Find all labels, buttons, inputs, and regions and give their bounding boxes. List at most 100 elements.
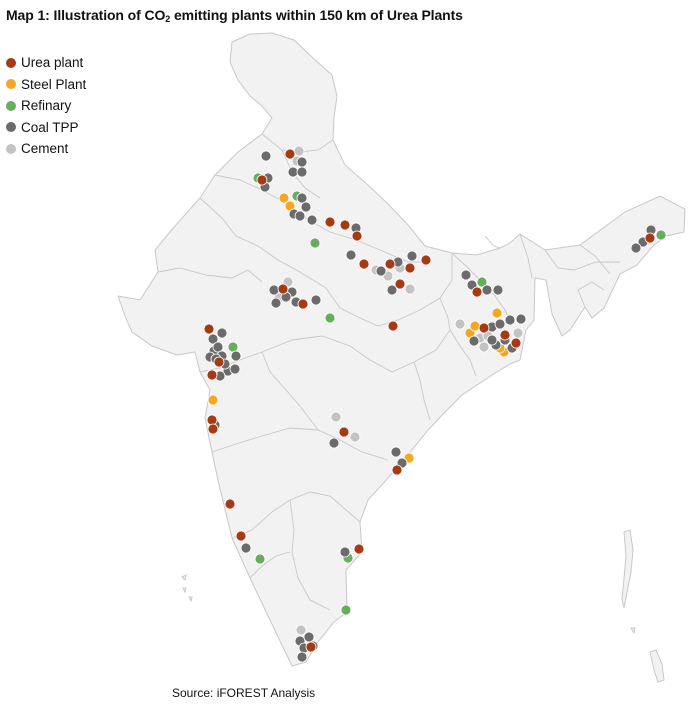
urea-plant-marker	[284, 148, 296, 160]
island-dots-lakshadweep-1	[182, 587, 187, 594]
india-mainland	[117, 32, 686, 667]
urea-plant-marker	[478, 322, 490, 334]
coal-tpp-marker	[240, 542, 252, 554]
legend-label-urea: Urea plant	[21, 55, 84, 71]
cement-plant-marker	[404, 283, 416, 295]
urea-plant-marker	[353, 543, 365, 555]
state-boundary-line	[413, 361, 431, 421]
cement-plant-marker	[478, 341, 490, 353]
state-boundary-line	[211, 427, 389, 461]
legend-label-coal: Coal TPP	[21, 119, 79, 135]
coal-tpp-marker	[268, 284, 280, 296]
coal-tpp-marker	[303, 631, 315, 643]
urea-plant-marker	[384, 258, 396, 270]
legend-item-urea: Urea plant	[6, 52, 86, 74]
urea-plant-marker	[206, 414, 218, 426]
legend-swatch-coal	[6, 122, 16, 133]
state-boundary-line	[579, 244, 611, 275]
title-suffix: emitting plants within 150 km of Urea Pl…	[170, 7, 463, 23]
refinery-marker	[655, 229, 667, 241]
coal-tpp-marker	[460, 269, 472, 281]
urea-plant-marker	[235, 530, 247, 542]
coal-tpp-marker	[339, 546, 351, 558]
title-prefix: Map 1: Illustration of CO	[6, 7, 166, 23]
steel-plant-marker	[469, 320, 481, 332]
urea-plant-marker	[324, 216, 336, 228]
refinery-marker	[254, 553, 266, 565]
urea-plant-marker	[404, 262, 416, 274]
plant-markers	[203, 145, 667, 663]
coal-tpp-marker	[406, 250, 418, 262]
urea-plant-marker	[256, 174, 268, 186]
steel-plant-marker	[278, 192, 290, 204]
urea-plant-marker	[351, 230, 363, 242]
urea-plant-marker	[207, 423, 219, 435]
coal-tpp-marker	[229, 363, 241, 375]
coal-tpp-marker	[630, 242, 642, 254]
refinery-marker	[476, 276, 488, 288]
urea-plant-marker	[339, 219, 351, 231]
coal-tpp-marker	[468, 335, 480, 347]
urea-plant-marker	[387, 320, 399, 332]
legend-item-refinery: Refinary	[6, 95, 86, 117]
coal-tpp-marker	[515, 313, 527, 325]
legend-swatch-urea	[6, 57, 16, 68]
state-boundary-line	[289, 499, 331, 611]
coal-tpp-marker	[386, 284, 398, 296]
coal-tpp-marker	[294, 210, 306, 222]
legend-swatch-steel	[6, 79, 16, 90]
state-boundary-line	[544, 249, 620, 271]
urea-plant-marker	[420, 254, 432, 266]
coal-tpp-marker	[345, 249, 357, 261]
cement-plant-marker	[454, 318, 466, 330]
state-boundary-line	[325, 253, 453, 327]
refinery-marker	[309, 237, 321, 249]
urea-plant-marker	[203, 323, 215, 335]
coal-tpp-marker	[287, 166, 299, 178]
legend-label-cement: Cement	[21, 141, 69, 157]
coal-tpp-marker	[390, 446, 402, 458]
cement-plant-marker	[295, 624, 307, 636]
nicobar-islands	[649, 649, 665, 683]
coal-tpp-marker	[296, 651, 308, 663]
urea-plant-marker	[297, 298, 309, 310]
state-boundary-line	[519, 233, 533, 279]
urea-plant-marker	[391, 464, 403, 476]
cement-plant-marker	[330, 411, 342, 423]
coal-tpp-marker	[486, 334, 498, 346]
andaman-islands	[621, 529, 634, 609]
legend-label-steel: Steel Plant	[21, 76, 87, 92]
legend-label-refinery: Refinary	[21, 98, 72, 114]
steel-plant-marker	[491, 307, 503, 319]
state-boundary-line	[577, 281, 605, 308]
legend-item-steel: Steel Plant	[6, 74, 86, 96]
coal-tpp-marker	[300, 201, 312, 213]
state-boundary-line	[199, 197, 327, 289]
refinery-marker	[340, 604, 352, 616]
coal-tpp-marker	[494, 318, 506, 330]
urea-plant-marker	[206, 369, 218, 381]
coal-tpp-marker	[296, 156, 308, 168]
urea-plant-marker	[213, 356, 225, 368]
state-boundaries	[157, 133, 620, 611]
urea-plant-marker	[338, 426, 350, 438]
andaman-islet-1	[630, 627, 636, 635]
urea-plant-marker	[224, 498, 236, 510]
state-boundary-line	[281, 149, 321, 199]
urea-plant-marker	[277, 283, 289, 295]
cement-plant-marker	[349, 431, 361, 443]
source-note: Source: iFOREST Analysis	[172, 686, 316, 700]
coal-tpp-marker	[212, 341, 224, 353]
state-boundary-line	[261, 351, 319, 431]
land-layer	[117, 32, 686, 683]
coal-tpp-marker	[375, 265, 387, 277]
urea-plant-marker	[394, 278, 406, 290]
coal-tpp-marker	[296, 166, 308, 178]
coal-tpp-marker	[230, 350, 242, 362]
urea-plant-marker	[471, 286, 483, 298]
legend-swatch-refinery	[6, 100, 16, 111]
coal-tpp-marker	[270, 297, 282, 309]
coal-tpp-marker	[216, 327, 228, 339]
legend: Urea plant Steel Plant Refinary Coal TPP…	[6, 52, 86, 160]
